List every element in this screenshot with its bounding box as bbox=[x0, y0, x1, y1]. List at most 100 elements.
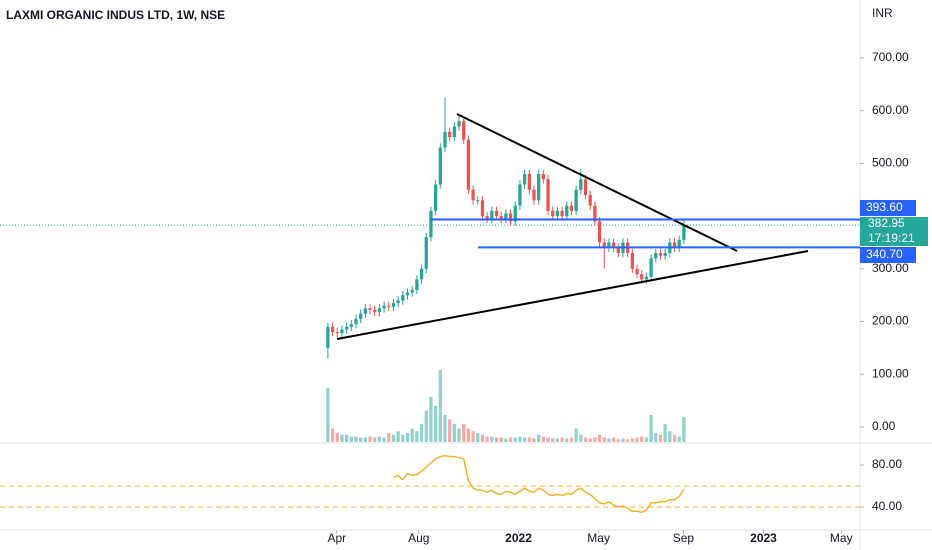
candle-body bbox=[597, 221, 602, 243]
chart-title: LAXMI ORGANIC INDUS LTD, 1W, NSE bbox=[6, 8, 225, 22]
volume-bar bbox=[626, 439, 630, 442]
candle-body bbox=[537, 173, 541, 201]
volume-bar bbox=[429, 397, 433, 442]
candle-body bbox=[560, 210, 564, 217]
volume-bar bbox=[672, 434, 677, 442]
trend-line bbox=[456, 113, 738, 252]
candle-body bbox=[532, 189, 536, 201]
volume-bar bbox=[537, 434, 541, 442]
volume-bar bbox=[335, 433, 339, 442]
candle-body bbox=[359, 313, 363, 319]
volume-bar bbox=[373, 437, 377, 442]
candle-body bbox=[518, 184, 522, 206]
rsi-tick-label: 80.00 bbox=[872, 457, 902, 471]
candle-body bbox=[513, 205, 517, 222]
candle-body bbox=[462, 121, 466, 140]
rsi-tick-label: 40.00 bbox=[872, 499, 902, 513]
volume-bar bbox=[513, 437, 517, 442]
volume-bar bbox=[654, 433, 658, 442]
y-tick-label: 0.00 bbox=[872, 419, 896, 433]
volume-bar bbox=[668, 431, 672, 442]
volume-bar bbox=[415, 431, 419, 442]
volume-bar bbox=[682, 416, 686, 442]
candle-body bbox=[429, 210, 433, 238]
volume-bar bbox=[471, 431, 475, 442]
volume-bar bbox=[443, 415, 447, 442]
candle-body bbox=[522, 173, 527, 185]
volume-bar bbox=[579, 434, 583, 442]
volume-bar bbox=[611, 437, 616, 442]
candle-body bbox=[630, 253, 634, 269]
volume-bar bbox=[466, 428, 471, 442]
volume-bar bbox=[448, 419, 452, 442]
candle-body bbox=[326, 326, 330, 348]
candle-body bbox=[602, 242, 606, 248]
level-label: 393.60 bbox=[866, 200, 903, 214]
candle-body bbox=[443, 131, 447, 148]
volume-bar bbox=[593, 437, 597, 442]
candle-body bbox=[335, 332, 339, 334]
candle-body bbox=[396, 300, 400, 304]
candle-body bbox=[611, 242, 616, 248]
volume-bar bbox=[518, 436, 522, 442]
candle-body bbox=[569, 205, 574, 211]
candle-body bbox=[476, 200, 480, 202]
volume-bar bbox=[349, 436, 353, 442]
candle-body bbox=[588, 195, 592, 206]
volume-bar bbox=[560, 437, 564, 442]
candle-body bbox=[438, 147, 442, 185]
volume-bar bbox=[368, 436, 372, 442]
candle-body bbox=[504, 213, 508, 219]
y-tick-label: 600.00 bbox=[872, 103, 909, 117]
y-tick-label: 200.00 bbox=[872, 314, 909, 328]
volume-bar bbox=[387, 433, 391, 442]
volume-bar bbox=[499, 437, 503, 442]
x-tick-label: 2022 bbox=[505, 531, 532, 545]
candle-body bbox=[354, 318, 358, 325]
volume-bar bbox=[504, 438, 508, 442]
candle-body bbox=[382, 305, 386, 309]
x-tick-label: 2023 bbox=[750, 531, 777, 545]
countdown-label: 17:19:21 bbox=[868, 231, 915, 245]
volume-bar bbox=[541, 436, 545, 442]
candle-body bbox=[433, 184, 438, 211]
candle-body bbox=[349, 324, 353, 327]
candle-body bbox=[565, 205, 569, 217]
candle-body bbox=[574, 189, 578, 211]
volume-bar bbox=[457, 428, 461, 442]
candle-body bbox=[401, 295, 405, 301]
candle-body bbox=[340, 329, 344, 334]
candle-body bbox=[682, 225, 686, 240]
y-tick-label: 300.00 bbox=[872, 261, 909, 275]
candle-body bbox=[658, 253, 663, 256]
volume-bar bbox=[551, 438, 555, 442]
candle-body bbox=[593, 205, 597, 222]
candle-body bbox=[387, 305, 391, 307]
volume-bar bbox=[546, 437, 550, 442]
candle-body bbox=[373, 309, 377, 313]
candle-body bbox=[555, 210, 560, 217]
candle-body bbox=[424, 237, 428, 269]
volume-bar bbox=[663, 424, 667, 442]
x-tick-label: May bbox=[830, 531, 853, 545]
x-tick-label: Aug bbox=[408, 531, 429, 545]
candle-body bbox=[635, 268, 639, 275]
candle-body bbox=[452, 126, 456, 138]
volume-bar bbox=[480, 434, 485, 442]
y-tick-label: 700.00 bbox=[872, 50, 909, 64]
candle-body bbox=[663, 253, 667, 256]
candle-body bbox=[579, 179, 583, 190]
volume-bar bbox=[597, 434, 602, 442]
volume-bar bbox=[462, 424, 466, 442]
candle-body bbox=[480, 200, 485, 217]
candle-body bbox=[527, 173, 531, 190]
candle-body bbox=[654, 253, 658, 259]
volume-bar bbox=[630, 438, 634, 442]
candle-body bbox=[640, 274, 644, 280]
volume-bar bbox=[452, 424, 456, 442]
volume-bar bbox=[644, 437, 649, 442]
volume-bar bbox=[607, 438, 611, 442]
volume-bar bbox=[490, 436, 494, 442]
volume-bar bbox=[588, 438, 592, 442]
volume-bar bbox=[326, 388, 330, 442]
